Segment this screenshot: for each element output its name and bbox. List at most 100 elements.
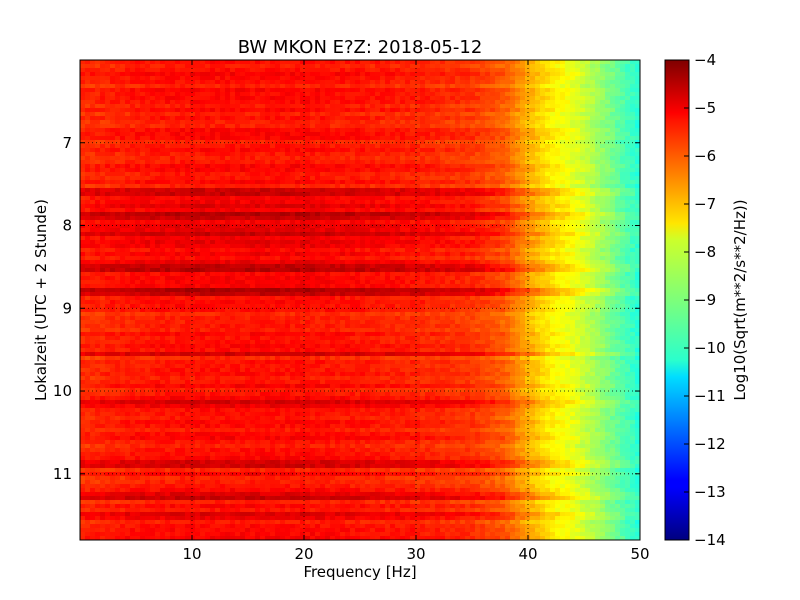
heatmap-cell bbox=[255, 100, 261, 105]
heatmap-cell bbox=[430, 92, 436, 97]
heatmap-cell bbox=[340, 84, 346, 89]
heatmap-cell bbox=[105, 188, 111, 193]
heatmap-cell bbox=[480, 72, 486, 77]
heatmap-cell bbox=[285, 224, 291, 229]
heatmap-cell bbox=[420, 184, 426, 189]
heatmap-cell bbox=[160, 124, 166, 129]
heatmap-cell bbox=[615, 172, 621, 177]
heatmap-cell bbox=[400, 88, 406, 93]
heatmap-cell bbox=[205, 224, 211, 229]
heatmap-cell bbox=[320, 204, 326, 209]
heatmap-cell bbox=[415, 204, 421, 209]
heatmap-cell bbox=[475, 84, 481, 89]
heatmap-cell bbox=[255, 80, 261, 85]
heatmap-cell bbox=[530, 160, 536, 165]
heatmap-cell bbox=[155, 120, 161, 125]
heatmap-cell bbox=[195, 200, 201, 205]
heatmap-cell bbox=[350, 72, 356, 77]
heatmap-cell bbox=[610, 196, 616, 201]
heatmap-cell bbox=[300, 204, 306, 209]
heatmap-cell bbox=[245, 80, 251, 85]
heatmap-cell bbox=[530, 100, 536, 105]
heatmap-cell bbox=[150, 160, 156, 165]
heatmap-cell bbox=[85, 124, 91, 129]
heatmap-cell bbox=[195, 228, 201, 233]
heatmap-cell bbox=[445, 172, 451, 177]
heatmap-cell bbox=[480, 216, 486, 221]
heatmap-cell bbox=[260, 80, 266, 85]
heatmap-cell bbox=[515, 120, 521, 125]
heatmap-cell bbox=[480, 204, 486, 209]
heatmap-cell bbox=[415, 84, 421, 89]
heatmap-cell bbox=[610, 184, 616, 189]
heatmap-cell bbox=[155, 116, 161, 121]
heatmap-cell bbox=[525, 200, 531, 205]
heatmap-cell bbox=[600, 88, 606, 93]
heatmap-cell bbox=[525, 228, 531, 233]
heatmap-cell bbox=[245, 172, 251, 177]
heatmap-cell bbox=[335, 80, 341, 85]
heatmap-cell bbox=[150, 112, 156, 117]
heatmap-cell bbox=[530, 64, 536, 69]
heatmap-cell bbox=[190, 200, 196, 205]
heatmap-cell bbox=[600, 168, 606, 173]
heatmap-cell bbox=[340, 116, 346, 121]
heatmap-cell bbox=[120, 100, 126, 105]
heatmap-cell bbox=[385, 224, 391, 229]
heatmap-cell bbox=[195, 76, 201, 81]
heatmap-cell bbox=[265, 64, 271, 69]
heatmap-cell bbox=[225, 88, 231, 93]
heatmap-cell bbox=[365, 232, 371, 237]
heatmap-cell bbox=[265, 72, 271, 77]
heatmap-cell bbox=[235, 132, 241, 137]
heatmap-cell bbox=[255, 188, 261, 193]
heatmap-cell bbox=[570, 68, 576, 73]
heatmap-cell bbox=[100, 224, 106, 229]
heatmap-cell bbox=[535, 84, 541, 89]
heatmap-cell bbox=[320, 128, 326, 133]
heatmap-cell bbox=[505, 228, 511, 233]
heatmap-cell bbox=[340, 200, 346, 205]
heatmap-cell bbox=[230, 232, 236, 237]
heatmap-cell bbox=[445, 148, 451, 153]
heatmap-cell bbox=[450, 148, 456, 153]
heatmap-cell bbox=[115, 64, 121, 69]
spectrogram-heatmap bbox=[80, 60, 640, 540]
heatmap-cell bbox=[295, 148, 301, 153]
heatmap-cell bbox=[200, 88, 206, 93]
heatmap-cell bbox=[80, 76, 86, 81]
heatmap-cell bbox=[585, 96, 591, 101]
heatmap-cell bbox=[490, 176, 496, 181]
heatmap-cell bbox=[600, 228, 606, 233]
heatmap-cell bbox=[90, 188, 96, 193]
heatmap-cell bbox=[620, 168, 626, 173]
heatmap-cell bbox=[160, 152, 166, 157]
heatmap-cell bbox=[555, 96, 561, 101]
heatmap-cell bbox=[250, 120, 256, 125]
heatmap-cell bbox=[410, 196, 416, 201]
heatmap-cell bbox=[340, 204, 346, 209]
heatmap-cell bbox=[595, 136, 601, 141]
heatmap-cell bbox=[475, 216, 481, 221]
heatmap-cell bbox=[85, 176, 91, 181]
heatmap-cell bbox=[420, 108, 426, 113]
heatmap-cell bbox=[275, 216, 281, 221]
heatmap-cell bbox=[170, 112, 176, 117]
heatmap-cell bbox=[140, 164, 146, 169]
heatmap-cell bbox=[100, 188, 106, 193]
heatmap-cell bbox=[370, 192, 376, 197]
heatmap-cell bbox=[435, 128, 441, 133]
heatmap-cell bbox=[435, 160, 441, 165]
heatmap-cell bbox=[300, 100, 306, 105]
heatmap-cell bbox=[305, 204, 311, 209]
heatmap-cell bbox=[565, 132, 571, 137]
heatmap-cell bbox=[530, 216, 536, 221]
heatmap-cell bbox=[90, 172, 96, 177]
heatmap-cell bbox=[300, 220, 306, 225]
heatmap-cell bbox=[225, 216, 231, 221]
heatmap-cell bbox=[585, 92, 591, 97]
heatmap-cell bbox=[540, 92, 546, 97]
heatmap-cell bbox=[305, 156, 311, 161]
heatmap-cell bbox=[610, 228, 616, 233]
heatmap-cell bbox=[485, 100, 491, 105]
